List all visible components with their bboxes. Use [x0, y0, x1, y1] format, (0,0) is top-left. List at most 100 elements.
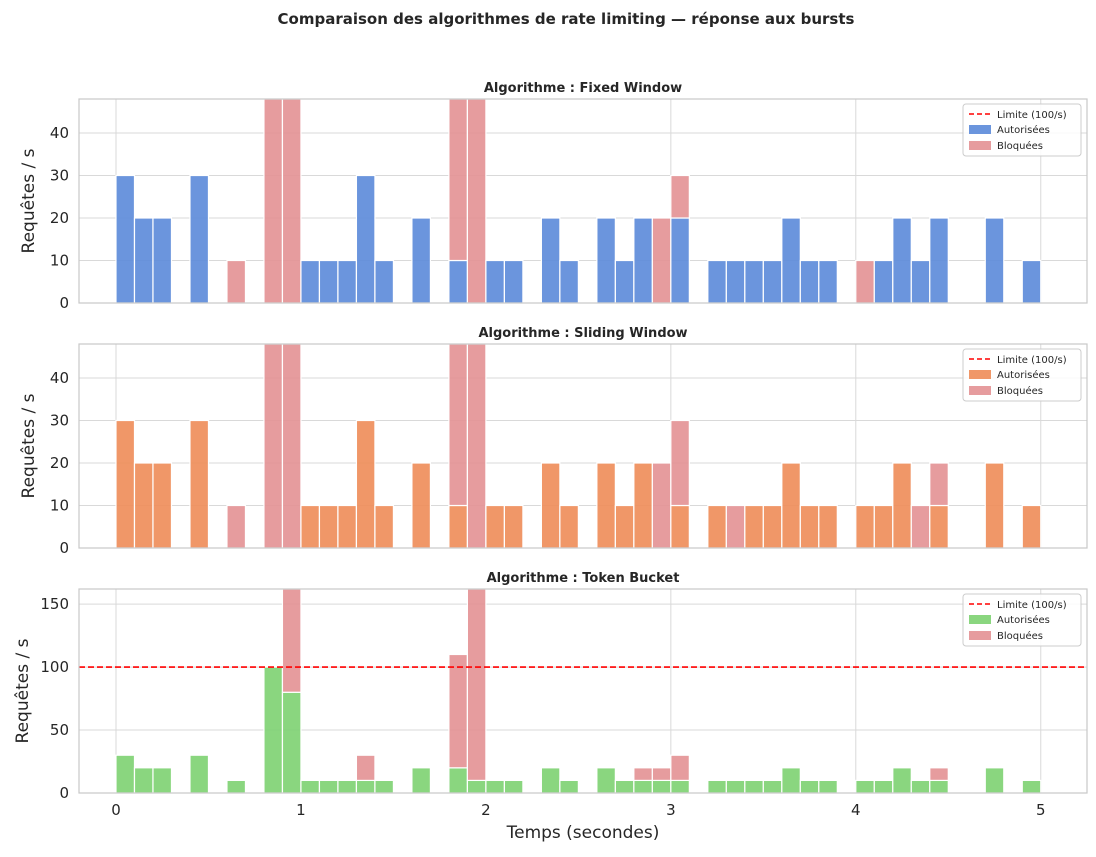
bar-allowed	[448, 767, 469, 793]
bar-allowed	[485, 259, 505, 303]
legend-allowed-swatch	[969, 370, 991, 379]
panel-3: 0 50 100 150 0 1 2 3 4 5 Algorithme : Token Bucket…	[13, 571, 1088, 843]
bar-allowed	[300, 504, 321, 548]
bar-blocked	[355, 754, 376, 782]
bar-allowed	[485, 504, 505, 548]
panel-1: 0 10 20 30 40 Algorithme : Fixed Window Requêt…	[19, 81, 1088, 312]
legend-label-limit: Limite (100/s)	[997, 600, 1067, 611]
bar-allowed	[855, 504, 875, 548]
bar-allowed	[374, 504, 395, 548]
bar-allowed	[1021, 259, 1042, 303]
legend: Limite (100/s) Autorisées Bloquées	[962, 348, 1082, 402]
bar-allowed	[448, 504, 469, 548]
bar-allowed	[633, 779, 653, 793]
y-tick-label: 20	[50, 209, 69, 227]
x-tick-label: 1	[296, 801, 306, 819]
bar-allowed	[984, 462, 1005, 548]
bar-blocked	[466, 99, 487, 303]
panel-2: 0 10 20 30 40 Algorithme : Sliding Window Requ…	[19, 326, 1088, 557]
x-tick-label: 5	[1036, 801, 1046, 819]
bar-blocked	[651, 462, 672, 548]
bar-allowed	[115, 419, 136, 548]
bar-allowed	[559, 259, 579, 303]
bar-allowed	[892, 217, 912, 303]
bar-allowed	[799, 779, 820, 793]
bar-allowed	[355, 419, 376, 548]
bar-allowed	[503, 779, 524, 793]
y-tick-label: 50	[50, 721, 69, 739]
y-tick-label: 30	[50, 412, 69, 430]
legend-allowed-swatch	[969, 615, 991, 624]
bar-allowed	[411, 462, 432, 548]
y-axis-label: Requêtes / s	[13, 638, 33, 743]
bar-blocked	[725, 504, 746, 548]
bar-blocked	[670, 174, 690, 219]
bar-allowed	[614, 259, 635, 303]
bar-allowed	[633, 462, 653, 548]
legend-label-allowed: Autorisées	[997, 369, 1050, 381]
bar-blocked	[448, 99, 469, 262]
bar-allowed	[559, 779, 579, 793]
bar-allowed	[300, 779, 321, 793]
bar-allowed	[263, 666, 284, 793]
bar-blocked	[466, 589, 487, 782]
bar-allowed	[337, 259, 358, 303]
bar-blocked	[929, 767, 949, 782]
legend-label-blocked: Bloquées	[997, 385, 1043, 397]
x-tick-label: 2	[481, 801, 491, 819]
bar-allowed	[929, 217, 949, 303]
bar-allowed	[281, 691, 302, 793]
bar-allowed	[781, 217, 801, 303]
x-axis-label: Temps (secondes)	[506, 823, 660, 843]
y-tick-label: 40	[50, 124, 69, 142]
bar-allowed	[503, 259, 524, 303]
bar-allowed	[670, 217, 690, 303]
bar-allowed	[984, 767, 1005, 793]
legend-box	[962, 103, 1082, 157]
bar-allowed	[448, 259, 469, 303]
bar-allowed	[318, 259, 339, 303]
bar-allowed	[596, 767, 616, 793]
panel-title: Algorithme : Fixed Window	[484, 81, 682, 96]
bar-allowed	[707, 779, 727, 793]
x-tick-label: 3	[666, 801, 676, 819]
bar-allowed	[152, 217, 173, 303]
legend-label-allowed: Autorisées	[997, 614, 1050, 626]
panel-title: Algorithme : Sliding Window	[478, 326, 687, 341]
y-tick-label: 0	[59, 784, 69, 802]
bar-blocked	[855, 259, 875, 303]
bars	[115, 344, 1042, 548]
bar-allowed	[133, 462, 154, 548]
bar-allowed	[910, 259, 931, 303]
bar-allowed	[189, 174, 210, 303]
x-tick-label: 0	[111, 801, 121, 819]
legend-box	[962, 348, 1082, 402]
bar-allowed	[133, 217, 154, 303]
y-tick-label: 0	[59, 294, 69, 312]
bar-allowed	[596, 462, 616, 548]
bar-allowed	[411, 217, 432, 303]
y-tick-label: 150	[40, 595, 69, 613]
bar-allowed	[189, 419, 210, 548]
bar-allowed	[892, 462, 912, 548]
bar-blocked	[633, 767, 653, 782]
bar-allowed	[873, 504, 894, 548]
bar-blocked	[281, 589, 302, 693]
bar-allowed	[855, 779, 875, 793]
bar-allowed	[152, 767, 173, 793]
legend-box	[962, 593, 1082, 647]
bar-blocked	[281, 99, 302, 303]
bar-allowed	[744, 504, 764, 548]
bar-allowed	[762, 259, 783, 303]
bar-allowed	[929, 779, 949, 793]
bar-allowed	[374, 779, 395, 793]
bar-allowed	[670, 504, 690, 548]
bar-allowed	[725, 779, 746, 793]
bar-allowed	[762, 779, 783, 793]
bar-blocked	[281, 344, 302, 548]
bar-allowed	[873, 779, 894, 793]
bar-allowed	[725, 259, 746, 303]
bar-allowed	[1021, 779, 1042, 793]
bar-allowed	[670, 779, 690, 793]
